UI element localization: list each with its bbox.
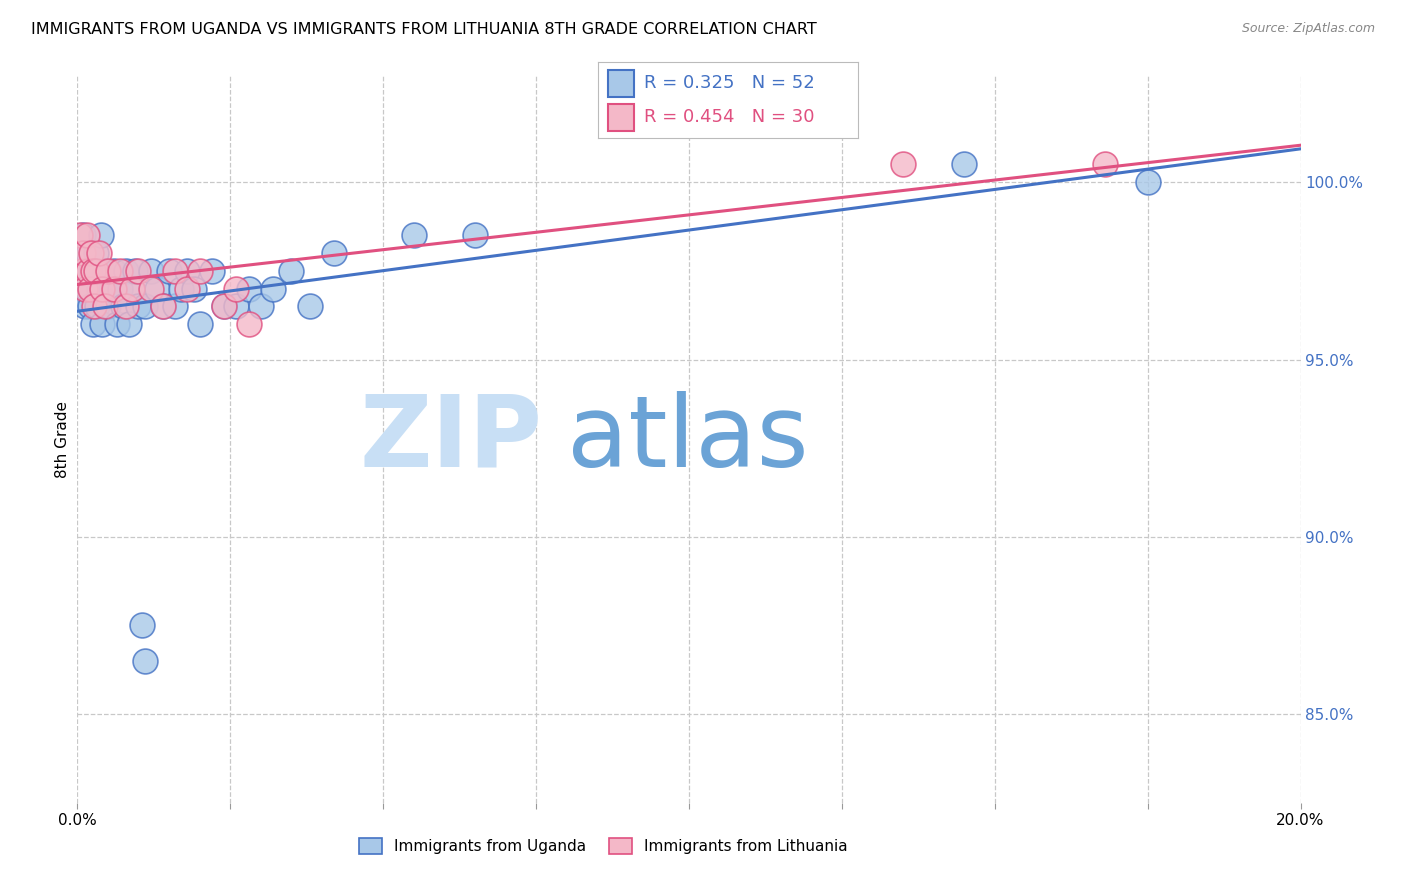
Point <box>80 264 103 278</box>
Point <box>90 282 112 296</box>
Point <box>280 264 302 278</box>
Point <box>87 282 110 296</box>
Point <box>97 299 120 313</box>
Point <box>82 264 104 278</box>
FancyBboxPatch shape <box>607 104 634 130</box>
Point <box>212 299 235 313</box>
Point <box>124 264 146 278</box>
Point <box>891 157 914 171</box>
Point <box>127 299 149 313</box>
Point <box>176 282 198 296</box>
Point <box>201 264 224 278</box>
Point <box>94 264 117 278</box>
Text: ZIP: ZIP <box>360 391 543 488</box>
Point <box>402 228 425 243</box>
Text: R = 0.325   N = 52: R = 0.325 N = 52 <box>644 74 815 92</box>
Point <box>77 246 100 260</box>
Point <box>79 282 101 296</box>
Point <box>77 264 100 278</box>
Point <box>1136 175 1159 189</box>
Point <box>134 299 156 313</box>
Text: atlas: atlas <box>567 391 808 488</box>
Point <box>953 157 976 171</box>
Point <box>76 282 98 296</box>
Point <box>86 299 108 313</box>
Point <box>225 282 247 296</box>
Point <box>121 282 143 296</box>
Text: IMMIGRANTS FROM UGANDA VS IMMIGRANTS FROM LITHUANIA 8TH GRADE CORRELATION CHART: IMMIGRANTS FROM UGANDA VS IMMIGRANTS FRO… <box>31 22 817 37</box>
Point <box>152 299 174 313</box>
Point <box>83 264 105 278</box>
Point <box>165 299 187 313</box>
Point <box>176 264 198 278</box>
Point <box>80 246 103 260</box>
Point <box>79 299 101 313</box>
Point <box>183 282 205 296</box>
Legend: Immigrants from Uganda, Immigrants from Lithuania: Immigrants from Uganda, Immigrants from … <box>353 832 853 861</box>
Point <box>87 246 110 260</box>
Point <box>84 246 107 260</box>
Text: R = 0.454   N = 30: R = 0.454 N = 30 <box>644 108 815 126</box>
Point <box>112 299 135 313</box>
Point <box>262 282 284 296</box>
Point <box>127 264 149 278</box>
Point <box>188 264 211 278</box>
Point <box>100 282 122 296</box>
Point <box>103 264 125 278</box>
Point <box>97 264 120 278</box>
Point <box>250 299 273 313</box>
Point <box>238 282 260 296</box>
Point <box>139 264 162 278</box>
Point <box>73 299 96 313</box>
Point <box>105 317 128 331</box>
Point <box>108 264 131 278</box>
Point <box>90 228 112 243</box>
Point <box>90 317 112 331</box>
Point <box>94 299 117 313</box>
Point <box>70 264 93 278</box>
Point <box>238 317 260 331</box>
Point <box>323 246 346 260</box>
Point <box>152 299 174 313</box>
Point <box>298 299 321 313</box>
Point <box>69 264 91 278</box>
Point <box>72 246 94 260</box>
Point <box>225 299 247 313</box>
Point <box>82 317 104 331</box>
Point <box>83 299 105 313</box>
Point <box>121 282 143 296</box>
Point <box>115 299 138 313</box>
Point <box>131 618 153 632</box>
Point <box>73 282 96 296</box>
Point <box>1094 157 1116 171</box>
Y-axis label: 8th Grade: 8th Grade <box>55 401 70 478</box>
Point <box>146 282 169 296</box>
Point <box>170 282 193 296</box>
Point <box>165 264 187 278</box>
Point <box>134 654 156 668</box>
FancyBboxPatch shape <box>607 70 634 96</box>
Point <box>139 282 162 296</box>
Text: Source: ZipAtlas.com: Source: ZipAtlas.com <box>1241 22 1375 36</box>
Point <box>72 228 94 243</box>
Point <box>188 317 211 331</box>
Point <box>115 264 138 278</box>
Point <box>76 228 98 243</box>
Point <box>464 228 486 243</box>
Point <box>70 282 93 296</box>
Point <box>212 299 235 313</box>
Point <box>103 282 125 296</box>
Point <box>157 264 180 278</box>
Point <box>84 264 107 278</box>
Point <box>69 228 91 243</box>
Point <box>118 317 141 331</box>
Point <box>108 282 131 296</box>
